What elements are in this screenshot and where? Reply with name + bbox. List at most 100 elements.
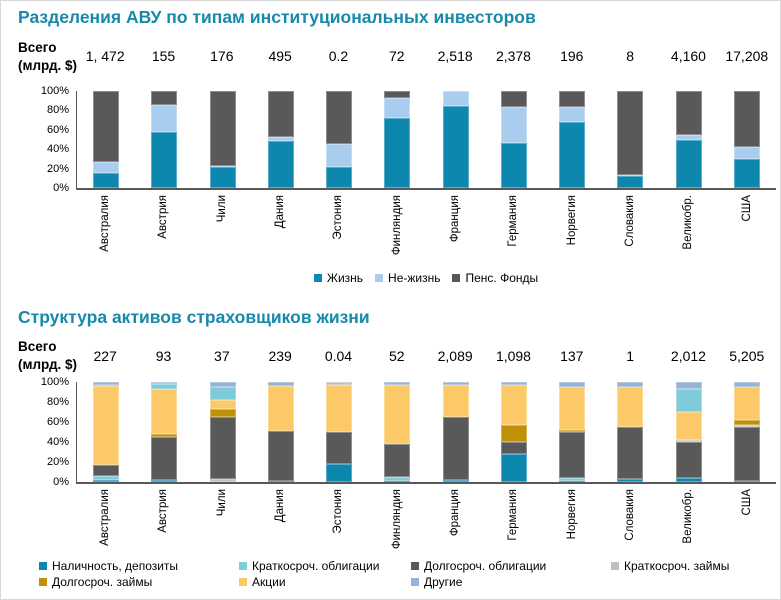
category-label: Чили xyxy=(215,489,228,517)
total-value: 495 xyxy=(268,48,292,64)
y-tick-label: 100% xyxy=(40,85,69,97)
bar-segment xyxy=(500,442,527,454)
total-value: 0.04 xyxy=(324,348,353,364)
x-label-slot: Чили xyxy=(193,195,251,283)
bar-segment xyxy=(559,478,586,481)
legend-label: Акции xyxy=(252,575,286,589)
bar-slot xyxy=(194,91,252,188)
bar-segment xyxy=(151,384,178,389)
bar-slot xyxy=(660,91,718,188)
bar-segment xyxy=(267,382,294,386)
bar-segment xyxy=(384,118,411,188)
bar-segment xyxy=(559,91,586,107)
total-value: 2,089 xyxy=(437,348,473,364)
bar-segment xyxy=(733,481,760,482)
bar-segment xyxy=(267,481,294,482)
bar-slot xyxy=(543,91,601,188)
bar-segment xyxy=(93,465,120,476)
legend-item: Краткосроч. облигации xyxy=(239,559,379,573)
chart-title: Разделения АВУ по типам институциональны… xyxy=(18,7,536,27)
bar-segment xyxy=(209,387,236,400)
legend-item: Акции xyxy=(239,575,286,589)
chart-title: Структура активов страховщиков жизни xyxy=(18,307,370,327)
y-axis-ticks: 100% 80% 60% 40% 20% 0% xyxy=(1,85,69,194)
total-value: 8 xyxy=(626,48,635,64)
stacked-bar-США xyxy=(733,91,760,188)
bar-segment xyxy=(209,400,236,409)
total-value: 137 xyxy=(560,348,584,364)
bar-segment xyxy=(559,481,586,482)
bar-segment xyxy=(384,91,411,98)
bar-segment xyxy=(617,427,644,479)
x-label-slot: Финляндия xyxy=(368,195,426,283)
legend-label: Наличность, депозиты xyxy=(52,559,179,573)
totals-values: 227 93 37 239 0.04 52 2,089 1,098 137 1 2,012 5,205 xyxy=(76,348,776,364)
category-label: Германия xyxy=(507,489,520,541)
bar-segment xyxy=(500,143,527,188)
total-value: 2,012 xyxy=(670,348,706,364)
y-axis-ticks: 100% 80% 60% 40% 20% 0% xyxy=(1,376,69,488)
bar-slot xyxy=(194,382,252,482)
y-tick-label: 40% xyxy=(46,436,69,448)
bar-segment xyxy=(442,91,469,106)
stacked-bar-Австрия xyxy=(151,382,178,482)
bar-segment xyxy=(559,106,586,123)
bar-segment xyxy=(209,479,236,482)
bar-segment xyxy=(442,382,469,385)
bar-segment xyxy=(326,144,353,167)
bar-segment xyxy=(500,425,527,442)
stacked-bar-Франция xyxy=(442,382,469,482)
category-label: Великобр. xyxy=(682,195,695,250)
category-label: Германия xyxy=(507,195,520,247)
bar-slot xyxy=(601,382,659,482)
category-label: Австралия xyxy=(99,195,112,252)
bar-segment xyxy=(267,386,294,431)
legend: Жизнь Не-жизнь Пенс. Фонды xyxy=(76,271,776,285)
legend-row: Долгосроч. займы Акции Другие xyxy=(39,575,779,591)
bar-slot xyxy=(368,91,426,188)
plot-area xyxy=(76,91,776,190)
bar-segment xyxy=(442,480,469,482)
category-label: США xyxy=(740,195,753,222)
legend-item: Пенс. Фонды xyxy=(452,271,538,285)
bar-segment xyxy=(151,389,178,434)
stacked-bar-Германия xyxy=(500,382,527,482)
legend-swatch-icon xyxy=(611,562,619,570)
bar-segment xyxy=(384,481,411,482)
bar-segment xyxy=(326,385,353,432)
bar-segment xyxy=(675,139,702,188)
bar-segment xyxy=(617,479,644,482)
bar-slot xyxy=(427,382,485,482)
bar-segment xyxy=(326,432,353,464)
bar-slot xyxy=(135,91,193,188)
stacked-bar-Дания xyxy=(267,91,294,188)
total-value: 227 xyxy=(93,348,117,364)
x-label-slot: Германия xyxy=(484,195,542,283)
legend-swatch-icon xyxy=(39,562,47,570)
category-label: Финляндия xyxy=(390,195,403,256)
legend-item: Не-жизнь xyxy=(375,271,440,285)
bar-slot xyxy=(485,91,543,188)
y-tick-label: 100% xyxy=(40,376,69,388)
x-label-slot: Эстония xyxy=(309,195,367,283)
stacked-bar-Чили xyxy=(209,91,236,188)
category-label: США xyxy=(740,489,753,516)
bar-segment xyxy=(209,91,236,166)
legend-item: Долгосроч. облигации xyxy=(411,559,546,573)
y-tick-label: 20% xyxy=(46,162,69,175)
y-tick-label: 0% xyxy=(53,182,69,194)
legend-label: Долгосроч. облигации xyxy=(424,559,547,573)
stacked-bar-Великобр. xyxy=(675,382,702,482)
stacked-bar-Эстония xyxy=(326,91,353,188)
bar-segment xyxy=(384,97,411,119)
bar-segment xyxy=(151,480,178,482)
bar-segment xyxy=(151,434,178,437)
legend-label: Краткосроч. займы xyxy=(624,559,730,573)
bar-segment xyxy=(151,382,178,384)
legend-swatch-icon xyxy=(375,274,384,282)
bar-segment xyxy=(500,106,527,144)
bar-segment xyxy=(151,91,178,105)
category-label: Австрия xyxy=(157,195,170,239)
legend-item: Жизнь xyxy=(313,271,363,285)
